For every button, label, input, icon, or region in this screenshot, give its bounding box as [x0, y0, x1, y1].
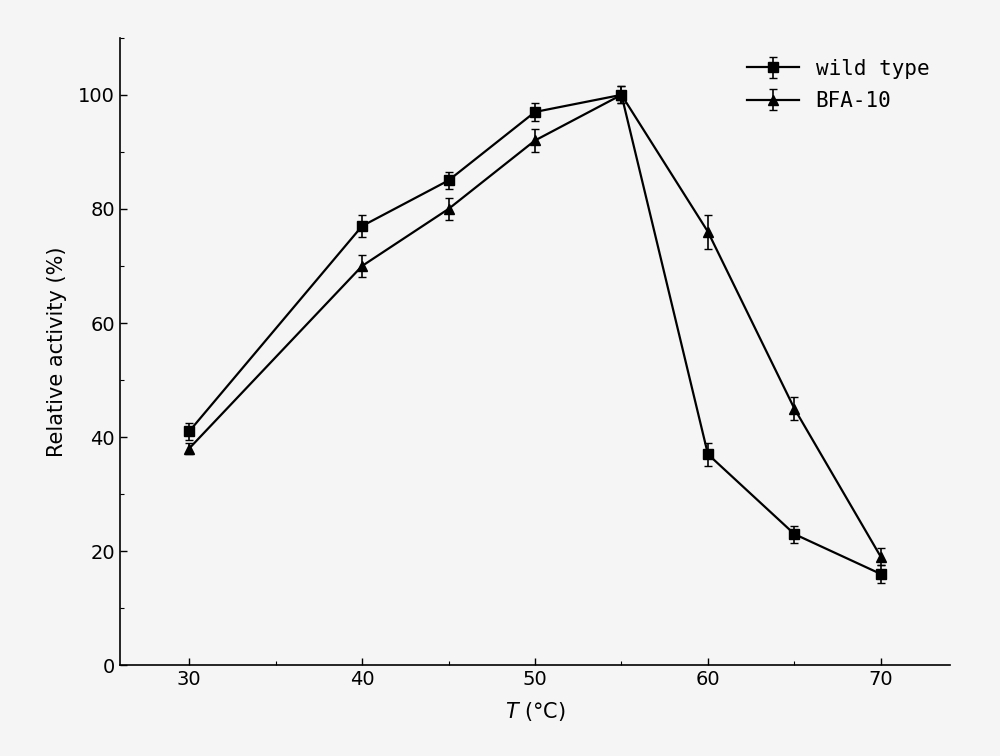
- Y-axis label: Relative activity (%): Relative activity (%): [47, 246, 67, 457]
- Legend: wild type, BFA-10: wild type, BFA-10: [736, 48, 940, 122]
- X-axis label: $\mathit{T}$ (°C): $\mathit{T}$ (°C): [505, 700, 565, 723]
